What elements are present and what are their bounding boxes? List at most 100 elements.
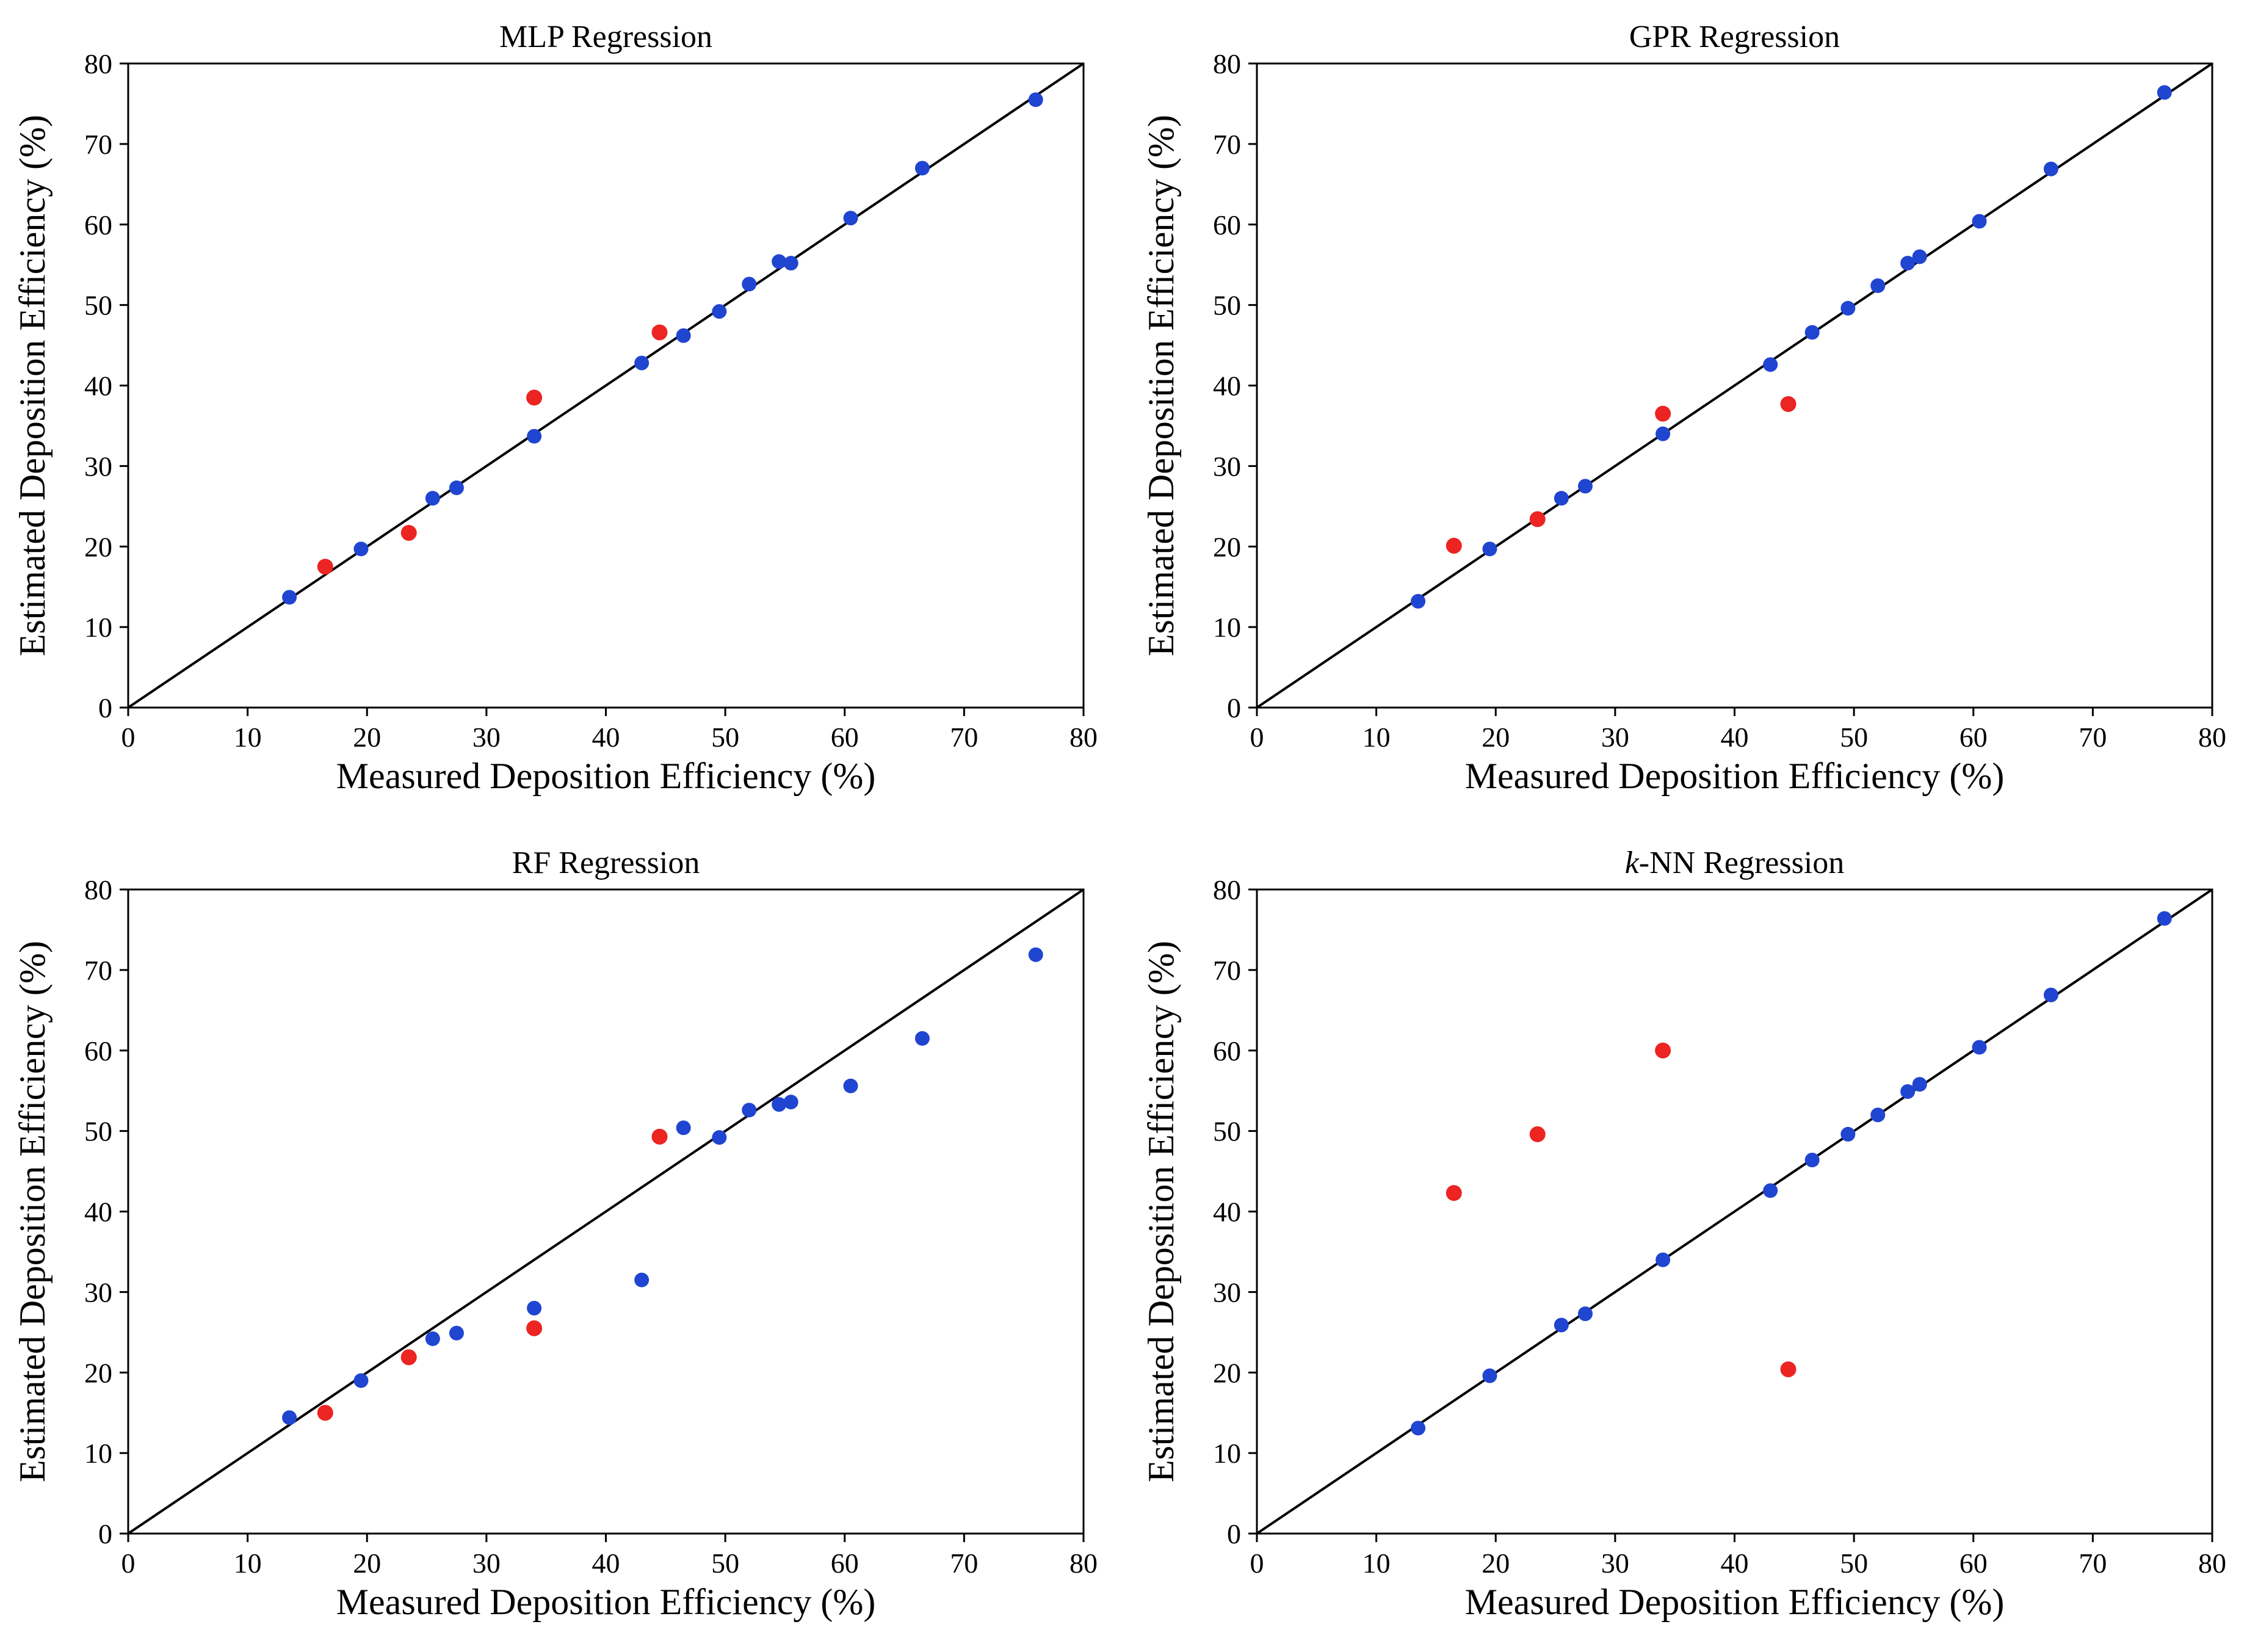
data-point-train [1972, 1040, 1987, 1055]
data-point-train [1482, 1368, 1497, 1383]
data-point-train [1763, 357, 1778, 372]
x-tick-label: 40 [592, 722, 620, 753]
data-point-test [651, 1128, 668, 1145]
data-point-train [783, 256, 798, 271]
data-point-train [1656, 426, 1671, 441]
data-point-test [400, 524, 417, 541]
y-axis-label: Estimated Deposition Efficiency (%) [15, 115, 52, 656]
y-tick-label: 80 [84, 874, 112, 905]
y-tick-label: 50 [1213, 1116, 1241, 1147]
identity-line [127, 62, 1084, 709]
data-point-train [712, 1130, 727, 1145]
y-tick-label: 10 [84, 612, 112, 643]
y-tick-label: 20 [1213, 1357, 1241, 1388]
x-tick-label: 30 [472, 1548, 501, 1579]
x-tick-label: 10 [1362, 1548, 1391, 1579]
y-tick-label: 0 [1227, 692, 1241, 723]
chart-gpr-regression: 0 10 20 30 40 50 60 70 80 0 10 20 30 40 50 60 70 80 GPR Re… [1141, 18, 2243, 808]
y-tick-label: 0 [1227, 1518, 1241, 1549]
x-tick-label: 80 [1069, 722, 1098, 753]
data-point-train [676, 328, 691, 343]
y-tick-label: 30 [84, 1277, 112, 1308]
data-point-train [914, 161, 930, 176]
x-tick-label: 10 [233, 722, 261, 753]
y-tick-label: 20 [84, 531, 112, 562]
data-point-train [1870, 278, 1886, 293]
x-tick-label: 50 [1840, 722, 1868, 753]
chart-gpr-regression-canvas: 0 10 20 30 40 50 60 70 80 0 10 20 30 40 50 60 70 80 GPR Re… [1141, 20, 2226, 796]
chart-title: MLP Regression [499, 20, 712, 54]
x-tick-label: 0 [1250, 1548, 1264, 1579]
identity-line [1256, 62, 2213, 709]
data-point-train [1411, 1421, 1426, 1436]
y-tick-label: 50 [1213, 290, 1241, 321]
data-point-train [449, 1325, 464, 1341]
data-point-test [1655, 1042, 1671, 1059]
y-axis-label: Estimated Deposition Efficiency (%) [1144, 115, 1181, 656]
y-tick-label: 40 [84, 371, 112, 402]
data-point-test [1446, 537, 1463, 554]
data-point-test [1655, 405, 1671, 422]
y-tick-label: 40 [84, 1197, 112, 1228]
data-point-train [1578, 1306, 1593, 1321]
identity-line [127, 888, 1084, 1535]
data-point-train [2157, 85, 2172, 100]
y-tick-label: 30 [1213, 451, 1241, 482]
data-point-train [1028, 947, 1043, 962]
data-point-train [2157, 911, 2172, 926]
x-tick-label: 80 [2198, 722, 2226, 753]
x-axis-label: Measured Deposition Efficiency (%) [1465, 1582, 2005, 1622]
data-point-train [843, 211, 858, 226]
x-tick-label: 50 [711, 722, 739, 753]
y-tick-label: 10 [1213, 1438, 1241, 1469]
x-tick-label: 80 [1069, 1548, 1098, 1579]
data-point-train [1912, 1077, 1927, 1092]
y-tick-label: 0 [98, 1518, 112, 1549]
x-tick-label: 40 [592, 1548, 620, 1579]
data-point-train [914, 1031, 930, 1046]
x-tick-label: 20 [1482, 1548, 1510, 1579]
x-tick-label: 30 [1601, 1548, 1629, 1579]
y-tick-label: 40 [1213, 371, 1241, 402]
y-tick-label: 70 [84, 129, 112, 160]
x-tick-label: 0 [1250, 722, 1264, 753]
chart-rf-regression-canvas: 0 10 20 30 40 50 60 70 80 0 10 20 30 40 50 60 70 80 RF Reg… [12, 846, 1098, 1622]
y-tick-label: 40 [1213, 1197, 1241, 1228]
x-tick-label: 60 [1959, 722, 1988, 753]
x-tick-label: 80 [2198, 1548, 2226, 1579]
data-point-train [1900, 1084, 1916, 1100]
data-point-train [1840, 300, 1856, 316]
x-tick-label: 70 [950, 722, 978, 753]
y-axis-label: Estimated Deposition Efficiency (%) [1144, 941, 1181, 1482]
y-tick-label: 30 [1213, 1277, 1241, 1308]
x-tick-label: 70 [2079, 722, 2107, 753]
x-tick-label: 50 [1840, 1548, 1868, 1579]
data-point-test [1529, 1126, 1546, 1142]
data-point-test [317, 559, 333, 575]
x-tick-label: 20 [353, 1548, 381, 1579]
data-point-train [1804, 1153, 1820, 1168]
data-point-test [1780, 396, 1797, 412]
data-point-train [771, 1097, 786, 1112]
x-tick-label: 60 [1959, 1548, 1988, 1579]
x-tick-label: 30 [472, 722, 501, 753]
data-point-train [1912, 249, 1927, 264]
data-point-train [1900, 256, 1916, 271]
data-point-train [712, 304, 727, 319]
x-axis-label: Measured Deposition Efficiency (%) [336, 756, 875, 796]
chart-rf-regression: 0 10 20 30 40 50 60 70 80 0 10 20 30 40 50 60 70 80 RF Reg… [12, 844, 1114, 1634]
x-tick-label: 0 [121, 1548, 135, 1579]
data-point-train [1804, 325, 1820, 340]
data-point-train [843, 1078, 858, 1093]
chart-title: k-NN Regression [1625, 846, 1845, 880]
x-tick-label: 20 [353, 722, 381, 753]
y-tick-label: 60 [84, 1035, 112, 1067]
x-tick-label: 20 [1482, 722, 1510, 753]
data-point-test [400, 1349, 417, 1366]
data-point-train [742, 277, 756, 292]
data-point-test [526, 1320, 542, 1336]
data-point-test [1780, 1361, 1797, 1377]
data-point-train [2044, 161, 2059, 176]
y-tick-label: 50 [84, 290, 112, 321]
